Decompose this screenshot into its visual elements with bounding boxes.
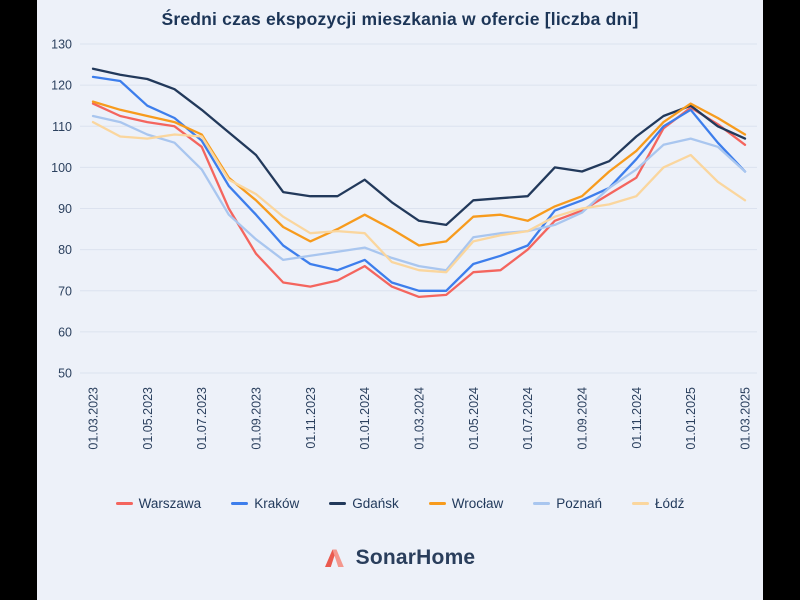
x-tick-label: 01.09.2024	[576, 387, 590, 450]
series-line-Poznań	[91, 114, 747, 272]
x-tick-label: 01.11.2023	[304, 387, 318, 449]
x-tick-label: 01.03.2025	[739, 387, 753, 450]
legend-dash-icon	[115, 502, 133, 505]
legend-item-Poznań[interactable]: Poznań	[533, 496, 602, 511]
y-tick-label: 120	[51, 79, 72, 93]
x-tick-label: 01.07.2023	[195, 387, 209, 450]
y-tick-label: 100	[51, 161, 72, 175]
legend-item-Warszawa[interactable]: Warszawa	[115, 496, 202, 511]
chart-card: Średni czas ekspozycji mieszkania w ofer…	[37, 0, 763, 600]
y-tick-label: 60	[58, 325, 72, 339]
legend-label: Łódź	[655, 496, 685, 511]
y-tick-label: 130	[51, 38, 72, 52]
y-tick-label: 110	[52, 120, 72, 134]
legend-dash-icon	[231, 502, 249, 505]
x-tick-label: 01.05.2024	[467, 387, 481, 450]
legend-item-Gdańsk[interactable]: Gdańsk	[329, 496, 399, 511]
y-tick-label: 90	[58, 202, 72, 216]
y-tick-label: 80	[58, 243, 72, 257]
legend-dash-icon	[533, 502, 551, 505]
x-tick-label: 01.09.2023	[250, 387, 264, 450]
x-tick-label: 01.01.2025	[684, 387, 698, 450]
y-tick-label: 50	[58, 367, 72, 381]
legend-item-Wrocław[interactable]: Wrocław	[428, 496, 504, 511]
x-tick-label: 01.11.2024	[630, 387, 644, 449]
legend-label: Wrocław	[451, 496, 504, 511]
legend-label: Warszawa	[138, 496, 202, 511]
x-tick-label: 01.07.2024	[521, 387, 535, 450]
series-line-Wrocław	[91, 100, 747, 247]
footer-brand: SonarHome	[37, 546, 763, 570]
legend-label: Poznań	[556, 496, 603, 511]
legend-item-Kraków[interactable]: Kraków	[231, 496, 299, 511]
legend: Warszawa Kraków Gdańsk Wrocław Poznań Łódź	[37, 496, 763, 511]
x-tick-label: 01.01.2024	[358, 387, 372, 450]
legend-label: Kraków	[254, 496, 300, 511]
chart-title: Średni czas ekspozycji mieszkania w ofer…	[161, 9, 639, 29]
legend-dash-icon	[632, 502, 650, 505]
legend-dash-icon	[428, 502, 446, 505]
series-line-Kraków	[91, 75, 747, 292]
series-line-Łódź	[91, 120, 747, 274]
line-chart: 50 60 70 80 90 100 110 120 130 01.03.2023 01.05.20…	[51, 38, 757, 450]
x-tick-label: 01.03.2024	[413, 387, 427, 450]
legend-item-Łódź[interactable]: Łódź	[632, 496, 684, 511]
legend-label: Gdańsk	[352, 496, 399, 511]
series-line-Gdańsk	[91, 67, 747, 227]
y-tick-label: 70	[58, 284, 72, 298]
x-tick-label: 01.03.2023	[87, 387, 101, 450]
series-line-Warszawa	[91, 102, 747, 299]
legend-dash-icon	[329, 502, 347, 505]
brand-name: SonarHome	[355, 546, 476, 569]
x-tick-label: 01.05.2023	[141, 387, 155, 450]
sonarhome-logo-icon	[324, 549, 344, 567]
